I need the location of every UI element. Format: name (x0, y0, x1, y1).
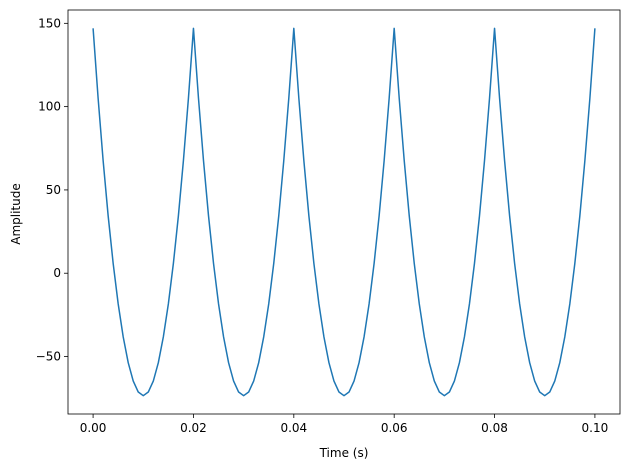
axes-frame (67, 9, 621, 415)
x-tick-label: 0.10 (582, 421, 609, 435)
x-tick-label: 0.08 (481, 421, 508, 435)
y-axis-label: Amplitude (9, 183, 23, 245)
x-axis-label: Time (s) (319, 446, 369, 460)
y-tick-label: −50 (36, 350, 61, 364)
data-line (92, 27, 596, 397)
y-tick-label: 100 (38, 100, 61, 114)
y-tick-label: 0 (53, 266, 61, 280)
y-tick-label: 50 (46, 183, 61, 197)
y-tick-label: 150 (38, 16, 61, 30)
x-tick-label: 0.00 (80, 421, 107, 435)
x-tick-label: 0.06 (381, 421, 408, 435)
x-tick-label: 0.04 (280, 421, 307, 435)
x-tick-label: 0.02 (180, 421, 207, 435)
